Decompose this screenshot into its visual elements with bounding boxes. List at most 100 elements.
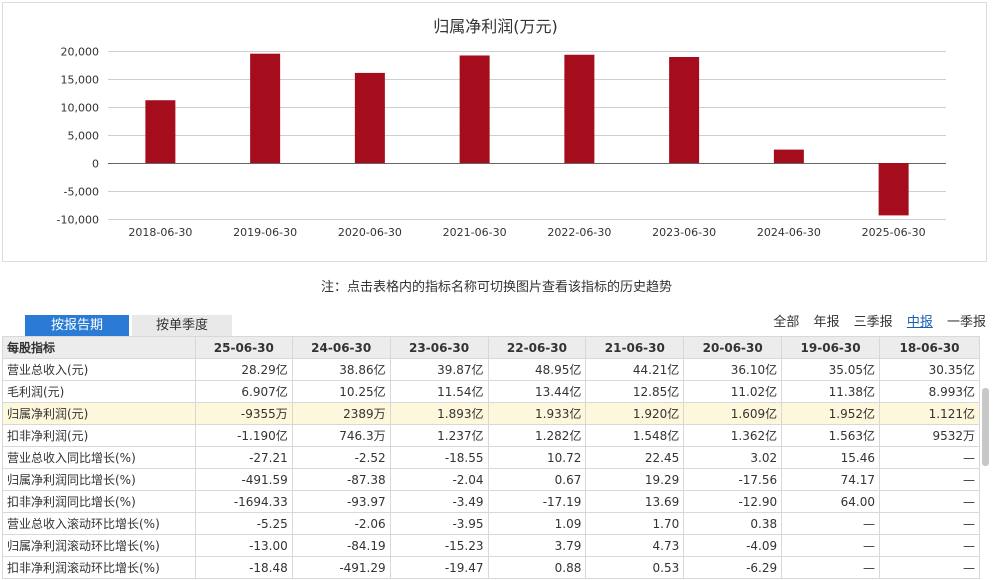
table-cell: -12.90 xyxy=(683,490,783,513)
table-cell: 38.86亿 xyxy=(291,358,391,381)
header-period: 19-06-30 xyxy=(781,336,881,359)
table-cell: 64.00 xyxy=(781,490,881,513)
table-cell: 0.67 xyxy=(487,468,587,491)
bar xyxy=(669,56,700,163)
table-cell: 1.893亿 xyxy=(389,402,489,425)
table-cell: -84.19 xyxy=(291,534,391,557)
filter-q1-link[interactable]: 一季报 xyxy=(946,315,986,330)
table-cell: 3.02 xyxy=(683,446,783,469)
bar xyxy=(354,72,385,163)
tab-by-single-quarter[interactable]: 按单季度 xyxy=(132,315,232,336)
filter-q3-link[interactable]: 三季报 xyxy=(853,315,893,330)
row-indicator-name[interactable]: 营业总收入同比增长(%) xyxy=(2,446,196,469)
table-cell: 11.54亿 xyxy=(389,380,489,403)
table-cell: — xyxy=(781,534,881,557)
y-tick-label: 0 xyxy=(92,158,99,171)
table-cell: 10.25亿 xyxy=(291,380,391,403)
table-cell: 15.46 xyxy=(781,446,881,469)
y-tick-label: -5,000 xyxy=(64,186,99,199)
table-cell: 13.44亿 xyxy=(487,380,587,403)
row-indicator-name[interactable]: 扣非净利润滚动环比增长(%) xyxy=(2,556,196,579)
tab-by-report-period[interactable]: 按报告期 xyxy=(25,315,129,336)
table-cell: -1.190亿 xyxy=(194,424,293,447)
table-cell: 44.21亿 xyxy=(585,358,685,381)
header-period: 20-06-30 xyxy=(683,336,783,359)
table-cell: 0.88 xyxy=(487,556,587,579)
chart-title: 归属净利润(万元) xyxy=(433,17,558,36)
financial-indicators-table: 每股指标 25-06-30 24-06-30 23-06-30 22-06-30 21-0… xyxy=(2,336,980,579)
table-cell: -27.21 xyxy=(194,446,293,469)
table-cell: 10.72 xyxy=(487,446,587,469)
table-cell: 0.38 xyxy=(683,512,783,535)
row-indicator-name[interactable]: 营业总收入(元) xyxy=(2,358,196,381)
table-cell: 1.609亿 xyxy=(683,402,783,425)
row-indicator-name[interactable]: 营业总收入滚动环比增长(%) xyxy=(2,512,196,535)
table-cell: 28.29亿 xyxy=(194,358,293,381)
row-indicator-name[interactable]: 扣非净利润同比增长(%) xyxy=(2,490,196,513)
filter-all-link[interactable]: 全部 xyxy=(773,315,800,330)
table-cell: 4.73 xyxy=(585,534,685,557)
table-cell: -2.06 xyxy=(291,512,391,535)
scrollbar-thumb[interactable] xyxy=(982,388,989,466)
table-cell: 1.70 xyxy=(585,512,685,535)
x-tick-label: 2018-06-30 xyxy=(128,226,192,239)
table-cell: -491.29 xyxy=(291,556,391,579)
table-cell: 30.35亿 xyxy=(879,358,980,381)
header-period: 22-06-30 xyxy=(487,336,587,359)
filter-annual-link[interactable]: 年报 xyxy=(813,315,840,330)
table-row: 归属净利润同比增长(%) -491.59 -87.38 -2.04 0.67 19.29-… xyxy=(2,468,980,491)
table-cell: -3.95 xyxy=(389,512,489,535)
table-cell: 1.933亿 xyxy=(487,402,587,425)
table-note: 注：点击表格内的指标名称可切换图片查看该指标的历史趋势 xyxy=(320,280,672,295)
row-indicator-name[interactable]: 扣非净利润(元) xyxy=(2,424,196,447)
y-tick-label: 10,000 xyxy=(61,102,100,115)
table-cell: 12.85亿 xyxy=(585,380,685,403)
chart-panel: 归属净利润(万元) -10,000 -5,000 0 5,000 10,000 15,00… xyxy=(2,2,987,262)
table-cell: 6.907亿 xyxy=(194,380,293,403)
row-indicator-name[interactable]: 归属净利润同比增长(%) xyxy=(2,468,196,491)
table-row: 营业总收入同比增长(%) -27.21 -2.52 -18.55 10.72 22.45 3… xyxy=(2,446,980,469)
table-cell: -9355万 xyxy=(194,402,293,425)
x-tick-label: 2024-06-30 xyxy=(757,226,821,239)
table-cell: 36.10亿 xyxy=(683,358,783,381)
table-cell: -3.49 xyxy=(389,490,489,513)
table-cell: 1.952亿 xyxy=(781,402,881,425)
header-period: 21-06-30 xyxy=(585,336,685,359)
table-cell: -18.48 xyxy=(194,556,293,579)
y-tick-label: 15,000 xyxy=(61,74,100,87)
period-filter: 全部 年报 三季报 中报 一季报 xyxy=(763,311,986,330)
table-cell: 1.362亿 xyxy=(683,424,783,447)
table-cell: — xyxy=(781,556,881,579)
table-cell: -17.19 xyxy=(487,490,587,513)
table-cell: 39.87亿 xyxy=(389,358,489,381)
table-cell: -1694.33 xyxy=(194,490,293,513)
table-cell: 74.17 xyxy=(781,468,881,491)
table-cell: 48.95亿 xyxy=(487,358,587,381)
header-period: 23-06-30 xyxy=(389,336,489,359)
table-cell: — xyxy=(879,446,980,469)
table-cell: 1.563亿 xyxy=(781,424,881,447)
x-tick-label: 2020-06-30 xyxy=(338,226,402,239)
bar xyxy=(250,53,281,163)
table-cell: -2.04 xyxy=(389,468,489,491)
table-cell: 22.45 xyxy=(585,446,685,469)
table-cell: 1.920亿 xyxy=(585,402,685,425)
bar xyxy=(773,149,804,163)
table-row: 扣非净利润同比增长(%) -1694.33 -93.97 -3.49 -17.19 13.… xyxy=(2,490,980,513)
table-row: 扣非净利润(元) -1.190亿 746.3万 1.237亿 1.282亿 1.548亿 1… xyxy=(2,424,980,447)
table-cell: -93.97 xyxy=(291,490,391,513)
header-period: 24-06-30 xyxy=(291,336,391,359)
table-cell: 13.69 xyxy=(585,490,685,513)
row-indicator-name[interactable]: 毛利润(元) xyxy=(2,380,196,403)
table-cell: -87.38 xyxy=(291,468,391,491)
table-cell: 19.29 xyxy=(585,468,685,491)
table-cell: -2.52 xyxy=(291,446,391,469)
row-indicator-name[interactable]: 归属净利润滚动环比增长(%) xyxy=(2,534,196,557)
row-indicator-name[interactable]: 归属净利润(元) xyxy=(2,402,196,425)
table-cell: 9532万 xyxy=(879,424,980,447)
filter-midyear-link[interactable]: 中报 xyxy=(906,315,933,330)
table-cell: -4.09 xyxy=(683,534,783,557)
table-cell: — xyxy=(879,534,980,557)
table-row: 归属净利润滚动环比增长(%) -13.00 -84.19 -15.23 3.79 4.73… xyxy=(2,534,980,557)
x-tick-label: 2025-06-30 xyxy=(862,226,926,239)
